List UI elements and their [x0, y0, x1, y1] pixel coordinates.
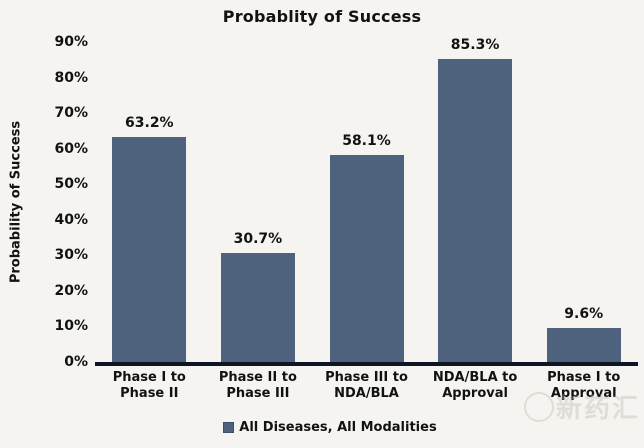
legend-label: All Diseases, All Modalities	[239, 420, 437, 435]
bar-value-label-1: 63.2%	[125, 115, 174, 132]
bar-value-label-5: 9.6%	[564, 305, 604, 322]
x-category-label-3: Phase III to NDA/BLA	[308, 370, 425, 402]
bar-3	[329, 155, 404, 362]
y-tick-label-30: 30%	[54, 247, 88, 264]
y-tick-label-50: 50%	[54, 176, 88, 193]
x-axis-line	[95, 362, 638, 366]
bar-value-label-4: 85.3%	[450, 36, 500, 53]
x-category-label-line: Phase II	[120, 386, 179, 401]
y-axis-title: Probability of Success	[8, 120, 24, 284]
x-category-label-line: Phase II to	[218, 370, 297, 385]
x-category-label-2: Phase II to Phase III	[200, 370, 317, 402]
bar-2	[220, 252, 295, 362]
x-category-label-line: Approval	[550, 386, 617, 401]
y-tick-label-20: 20%	[54, 282, 88, 299]
y-tick-label-70: 70%	[54, 105, 88, 122]
x-category-label-line: Phase I to	[112, 370, 186, 385]
y-tick-label-90: 90%	[54, 34, 88, 50]
x-category-label-5: Phase I to Approval	[525, 370, 642, 402]
y-tick-label-60: 60%	[54, 140, 88, 157]
x-category-label-line: NDA/BLA	[334, 386, 399, 401]
x-category-label-line: Phase III to	[325, 370, 408, 385]
x-category-label-1: Phase I to Phase II	[91, 370, 208, 402]
y-tick-label-0: 0%	[64, 354, 88, 370]
y-tick-label-80: 80%	[54, 69, 88, 86]
plot-area: 0% 10% 20% 30% 40% 50% 60% 70% 80% 90% 63.2% 30.7%…	[54, 34, 638, 370]
x-axis-category-labels: Phase I to Phase II Phase II to Phase III Ph…	[95, 370, 638, 404]
x-category-label-line: Phase I to	[547, 370, 621, 385]
bar-4	[438, 58, 513, 362]
y-tick-label-10: 10%	[54, 318, 88, 335]
legend-swatch-icon	[223, 422, 235, 433]
x-category-label-line: NDA/BLA to	[432, 370, 518, 385]
chart-title: Probablity of Success	[222, 7, 422, 26]
bar-value-label-3: 58.1%	[342, 133, 391, 150]
bar-value-label-2: 30.7%	[233, 230, 283, 247]
bar-5	[546, 327, 621, 362]
x-category-label-line: Phase III	[226, 386, 290, 401]
bar-1	[112, 137, 187, 362]
x-category-label-4: NDA/BLA to Approval	[417, 370, 534, 402]
y-tick-label-40: 40%	[54, 211, 88, 228]
x-category-label-line: Approval	[442, 386, 508, 401]
legend: All Diseases, All Modalities	[0, 420, 644, 435]
